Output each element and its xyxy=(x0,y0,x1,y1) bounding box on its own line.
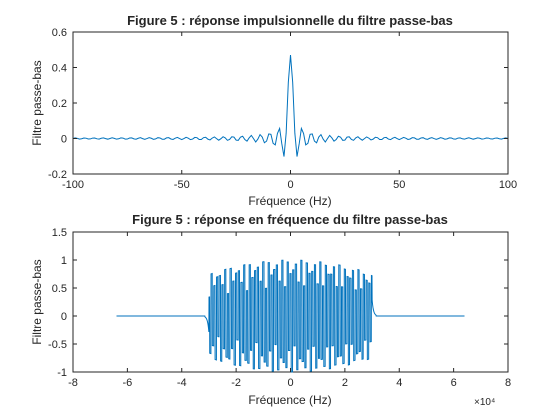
y-tick-label: -0.5 xyxy=(48,339,67,351)
x-tick-label: 6 xyxy=(451,377,457,389)
subplot-frequency-response: -8 -6 -4 -2 0 2 4 6 8 -1 -0.5 0 0.5 1 1.5 Figure 5 : r… xyxy=(30,212,511,408)
x-tick-label: -4 xyxy=(177,377,187,389)
y-tick-label: 0.2 xyxy=(52,98,67,110)
plot-area xyxy=(72,231,509,373)
x-tick-label: 0 xyxy=(287,377,293,389)
x-tick-label: -8 xyxy=(68,377,78,389)
x-axis-label: Fréquence (Hz) xyxy=(248,194,331,208)
y-tick-label: 0.5 xyxy=(52,283,67,295)
plot-area xyxy=(72,31,509,175)
y-tick-label: 0 xyxy=(61,134,67,146)
x-axis-label: Fréquence (Hz) xyxy=(248,393,331,407)
y-axis-label: Filtre passe-bas xyxy=(30,259,44,344)
y-tick-label: 1 xyxy=(61,255,67,267)
x-tick-label: 2 xyxy=(342,377,348,389)
x-tick-label: -100 xyxy=(62,179,84,191)
chart-title: Figure 5 : réponse en fréquence du filtr… xyxy=(132,212,448,227)
x-tick-label: 4 xyxy=(396,377,402,389)
x-tick-label: 100 xyxy=(499,179,517,191)
y-tick-label: 0 xyxy=(61,311,67,323)
y-axis-label: Filtre passe-bas xyxy=(30,60,44,145)
x-tick-label: -50 xyxy=(174,179,190,191)
x-tick-label: 50 xyxy=(393,179,405,191)
series-line xyxy=(72,55,509,157)
x-tick-label: 0 xyxy=(287,179,293,191)
x-tick-label: -2 xyxy=(231,377,241,389)
chart-title: Figure 5 : réponse impulsionnelle du fil… xyxy=(127,13,453,28)
y-tick-label: 1.5 xyxy=(52,227,67,239)
x-tick-label: -6 xyxy=(122,377,132,389)
axis-ticks: -8 -6 -4 -2 0 2 4 6 8 -1 -0.5 0 0.5 1 1.5 xyxy=(48,227,511,389)
y-tick-label: -1 xyxy=(57,367,67,379)
y-tick-label: 0.6 xyxy=(52,27,67,39)
x-tick-label: 8 xyxy=(505,377,511,389)
x-axis-exponent: ×10⁴ xyxy=(474,397,495,408)
series-line xyxy=(116,259,465,373)
y-tick-label: -0.2 xyxy=(48,169,67,181)
y-tick-label: 0.4 xyxy=(52,63,67,75)
axis-ticks: -100 -50 0 50 100 -0.2 0 0.2 0.4 0.6 xyxy=(48,27,517,191)
subplot-impulse-response: -100 -50 0 50 100 -0.2 0 0.2 0.4 0.6 Figure 5 : r… xyxy=(30,13,517,208)
